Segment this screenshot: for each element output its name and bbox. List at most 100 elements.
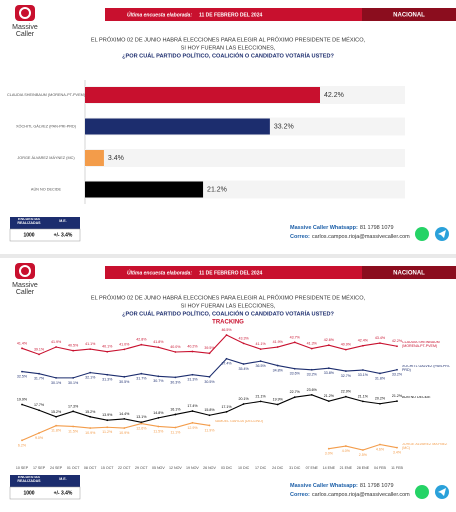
value-label: 41.3%: [307, 342, 318, 346]
value-label: 30.7%: [153, 379, 164, 383]
value-label: 11.9%: [205, 428, 216, 432]
point: [379, 443, 381, 446]
survey-label: Última encuesta elaborada:: [127, 11, 192, 18]
logo-ring: [19, 7, 31, 19]
value-label: 16.1%: [170, 407, 181, 411]
value-label: 42.2%: [324, 92, 344, 99]
value-label: 37.4%: [221, 362, 232, 366]
point: [72, 410, 75, 413]
x-tick-label: 22 OCT: [118, 466, 131, 470]
value-label: 34.8%: [273, 369, 284, 373]
x-tick-label: 03 DIC: [221, 466, 233, 470]
logo-ring: [19, 265, 31, 277]
table-header: M.E.: [59, 477, 67, 481]
legend-entry-box: CLAUDIA SHEINBAUM (MORENA-PT-PVEM): [402, 341, 440, 348]
point: [379, 342, 381, 345]
logo-icon: [15, 263, 35, 279]
point: [191, 410, 194, 412]
bar: [85, 181, 204, 198]
question-line: EL PRÓXIMO 02 DE JUNIO HABRÁ ELECCIONES …: [91, 36, 366, 43]
point: [327, 344, 330, 347]
point: [55, 415, 57, 418]
point: [72, 425, 75, 428]
point: [310, 368, 313, 371]
legend-entry-box: XÓCHITL GÁLVEZ (PAN-PRI-PRD): [402, 365, 450, 372]
value-label: 30.1%: [68, 381, 79, 385]
value-label: 42.2%: [392, 339, 403, 343]
point: [106, 426, 109, 429]
point: [293, 367, 296, 370]
point: [208, 424, 211, 427]
table-header-box: M.E.: [59, 219, 66, 223]
point: [174, 376, 177, 379]
value-label: 30.5%: [119, 380, 130, 384]
region-box: [362, 8, 456, 21]
bar: [85, 150, 104, 166]
point: [225, 357, 228, 360]
value-label: 3.4%: [108, 155, 124, 162]
value-label: 4.6%: [376, 447, 385, 451]
point: [38, 353, 40, 356]
point: [21, 439, 23, 442]
value-label: 33.6%: [290, 372, 301, 376]
value-label: 14.4%: [119, 412, 130, 416]
value-label: 40.5%: [68, 344, 79, 348]
table-header-box: ENCUESTAS REALIZADAS: [17, 476, 40, 483]
point: [123, 348, 126, 351]
x-tick-label: 31 DIC: [289, 466, 301, 470]
chart-subtitle: TRACKING: [212, 320, 244, 326]
point: [362, 400, 364, 403]
telegram-plane: [438, 230, 446, 238]
category-label: XÓCHITL GÁLVEZ (PAN-PRI-PRD): [16, 124, 77, 129]
value-label: 43.4%: [375, 336, 386, 340]
point: [191, 373, 194, 376]
point: [38, 372, 40, 375]
whatsapp-label: Massive Caller Whatsapp:: [290, 483, 358, 489]
value-label: 43.7%: [290, 335, 301, 339]
email: carlos.campos.rioja@massivecaller.com: [312, 492, 410, 498]
point: [362, 369, 364, 371]
point: [140, 422, 143, 425]
value-label: 33.2%: [274, 123, 294, 130]
table-head: [10, 217, 80, 229]
value-label: 40.0%: [170, 345, 181, 349]
point: [396, 400, 398, 403]
point: [344, 395, 347, 398]
footer-line: Massive Caller Whatsapp: 81 1798 1079: [290, 225, 394, 231]
x-tick-label: 08 OCT: [84, 466, 97, 470]
brand: Massive: [12, 282, 38, 289]
x-tick-label: 07 ENE: [306, 466, 319, 470]
x-tick-label: 24 SEP: [50, 466, 63, 470]
value-label: 11.5%: [68, 429, 79, 433]
point: [191, 421, 194, 424]
telegram-plane: [438, 488, 446, 496]
x-tick-label: 11 FEB: [391, 466, 403, 470]
email-label: Correo:: [290, 492, 310, 498]
point: [276, 364, 279, 367]
survey-date: 11 DE FEBRERO DEL 2024: [199, 270, 262, 276]
value-label: 21.2%: [207, 186, 227, 193]
point: [276, 346, 279, 348]
value-label: 15.8%: [204, 408, 215, 412]
value-label: 17.4%: [187, 404, 198, 408]
point: [276, 403, 279, 406]
point: [72, 376, 75, 379]
point: [140, 421, 143, 424]
point: [310, 347, 313, 350]
value-label: 10.9%: [119, 431, 130, 435]
point: [174, 351, 177, 353]
whatsapp: 81 1798 1079: [360, 225, 394, 231]
bar: [85, 118, 270, 135]
point: [242, 363, 245, 365]
value-label: 31.3%: [187, 378, 198, 382]
value-label: 41.4%: [17, 341, 28, 345]
category-label: JORGE ÁLVAREZ MÁYNEZ (MC): [17, 156, 75, 160]
table-head: [10, 475, 80, 487]
question-line: ¿POR CUÁL PARTIDO POLÍTICO, COALICIÓN O …: [122, 309, 334, 317]
value-label: 46.5%: [221, 328, 232, 332]
value-label: 19.9%: [17, 397, 28, 401]
value-label: 19.9%: [273, 397, 284, 401]
point: [225, 410, 228, 413]
question-line: SI HOY FUERAN LAS ELECCIONES,: [181, 45, 276, 51]
